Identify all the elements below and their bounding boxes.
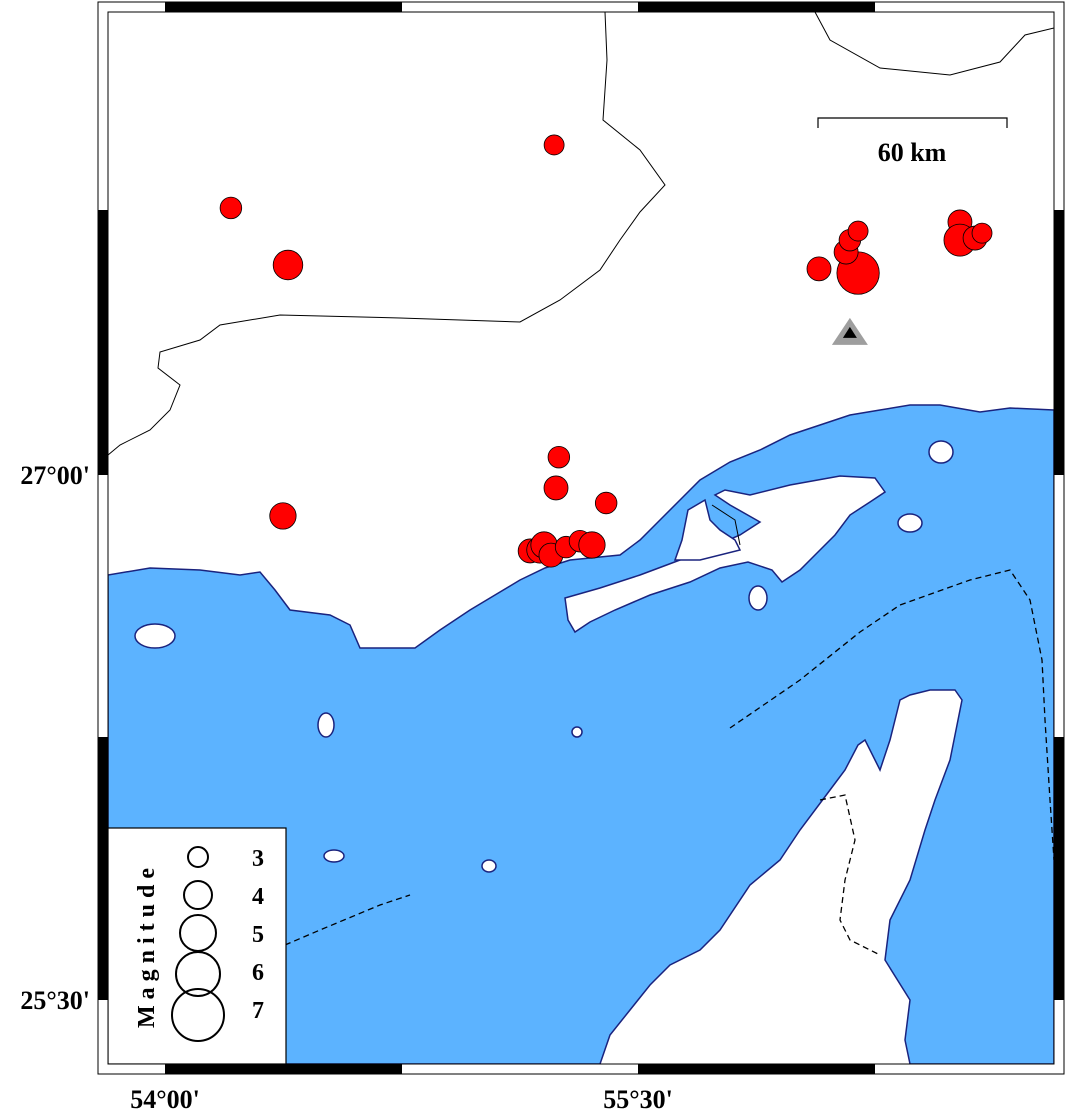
- island: [134, 623, 176, 649]
- x-tick-label: 55°30': [603, 1085, 673, 1113]
- earthquake-event: [806, 256, 832, 282]
- legend-symbol: [175, 951, 221, 997]
- border-line: [108, 12, 666, 456]
- legend-title: Magnitude: [134, 862, 160, 1028]
- scale-bar: 60 km: [817, 117, 1008, 167]
- island: [317, 712, 335, 738]
- islets-delta: [673, 498, 742, 561]
- border-line-dashed: [819, 794, 881, 956]
- events: [219, 134, 993, 568]
- legend-symbol: [171, 988, 225, 1042]
- map-frame: [97, 1, 1065, 1075]
- island: [897, 513, 923, 533]
- maritime-boundary: [729, 569, 1054, 861]
- legend-label: 4: [252, 884, 264, 910]
- island: [928, 440, 954, 464]
- y-tick-label: 27°00': [20, 461, 90, 490]
- earthquake-event: [269, 502, 297, 530]
- legend-label: 3: [252, 846, 264, 872]
- y-tick-label: 25°30': [20, 986, 90, 1015]
- station-triangle-inner-icon: [842, 326, 857, 338]
- earthquake-event: [547, 445, 571, 469]
- island: [323, 849, 345, 863]
- earthquake-event: [847, 220, 869, 242]
- border-line: [711, 504, 741, 546]
- legend-symbol: [183, 880, 213, 910]
- legend-label: 5: [252, 922, 264, 948]
- earthquake-event: [543, 475, 569, 501]
- legend-label: 6: [252, 960, 264, 986]
- border-line: [814, 12, 1054, 76]
- station: [831, 317, 868, 345]
- x-tick-label: 54°00': [130, 1085, 200, 1113]
- earthquake-event: [543, 134, 565, 156]
- scale-bar-label: 60 km: [878, 138, 947, 167]
- earthquake-event: [272, 249, 304, 281]
- earthquake-event: [971, 222, 993, 244]
- island: [481, 859, 497, 873]
- island: [571, 726, 583, 738]
- earthquake-event: [594, 491, 618, 515]
- maritime-boundary: [284, 894, 411, 946]
- earthquake-event: [578, 531, 606, 559]
- legend: Magnitude 3 4 5 6 7: [108, 827, 287, 1064]
- legend-label: 7: [252, 998, 264, 1024]
- earthquake-event: [219, 196, 243, 220]
- island: [748, 585, 768, 611]
- legend-symbol: [187, 846, 209, 868]
